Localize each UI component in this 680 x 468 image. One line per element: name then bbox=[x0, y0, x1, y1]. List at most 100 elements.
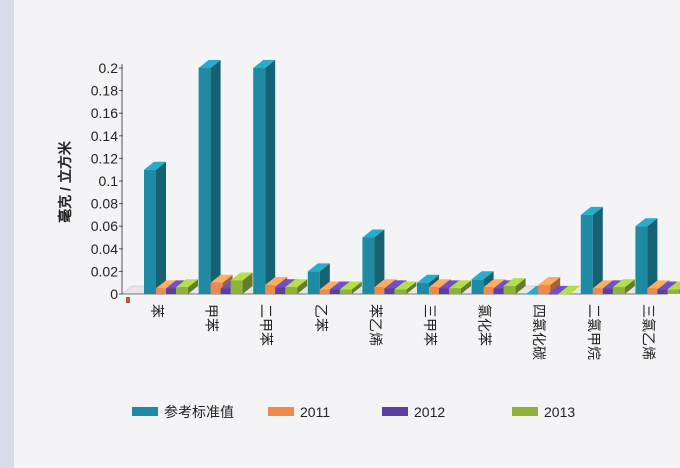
bar-top bbox=[667, 281, 680, 290]
bar bbox=[580, 206, 603, 294]
bar-top bbox=[471, 271, 494, 280]
bar-top bbox=[176, 279, 198, 288]
bar-side bbox=[461, 280, 471, 294]
y-tick-label: 0 bbox=[110, 286, 118, 302]
y-tick-label: 0.1 bbox=[99, 173, 119, 189]
x-category-label: 苯 bbox=[149, 304, 165, 318]
bar-side bbox=[550, 276, 561, 294]
bar-top bbox=[483, 279, 506, 288]
bar-top bbox=[374, 279, 397, 288]
bar-side bbox=[297, 279, 308, 294]
bar bbox=[144, 161, 166, 294]
y-tick-label: 0.04 bbox=[91, 241, 118, 257]
bar-top bbox=[592, 280, 615, 289]
bar bbox=[548, 286, 571, 295]
legend-label: 参考标准值 bbox=[164, 404, 234, 420]
bar-top bbox=[657, 281, 680, 290]
bar bbox=[230, 272, 253, 294]
legend-label: 2013 bbox=[544, 404, 575, 420]
bar-top bbox=[439, 280, 461, 289]
bar-side bbox=[624, 279, 635, 294]
x-category-label: 三氯乙烯 bbox=[640, 304, 656, 360]
page-left-strip bbox=[0, 0, 14, 468]
bar-top bbox=[265, 276, 288, 285]
x-category-label: 四氯化碳 bbox=[531, 304, 547, 360]
bar bbox=[635, 218, 658, 294]
bar-side bbox=[406, 281, 417, 294]
bar-top bbox=[329, 281, 352, 290]
bar-top bbox=[275, 279, 298, 288]
bar-front bbox=[429, 287, 441, 294]
bar-front bbox=[592, 288, 605, 294]
bar-top bbox=[253, 60, 276, 68]
y-axis: 0 0.02 0.04 0.06 0.08 0.1 0.12 0.14 0.16 0.18 0.2 bbox=[91, 60, 123, 302]
bars bbox=[121, 60, 680, 303]
x-category-label: 氯化苯 bbox=[477, 304, 493, 346]
y-tick-label: 0.12 bbox=[91, 150, 118, 166]
bar-side bbox=[647, 218, 658, 294]
legend: 参考标准值 2011 2012 2013 bbox=[132, 404, 575, 420]
y-tick-label: 0.2 bbox=[99, 60, 119, 76]
bar bbox=[503, 278, 526, 294]
bar-front bbox=[439, 288, 451, 294]
bar-side bbox=[242, 272, 253, 294]
bar-top bbox=[307, 263, 330, 272]
bar-front bbox=[449, 288, 461, 294]
bar-top bbox=[198, 60, 221, 68]
bar-front bbox=[362, 237, 375, 294]
bar-front bbox=[417, 282, 429, 294]
bar-front bbox=[602, 288, 615, 294]
bar-front bbox=[176, 287, 188, 294]
y-tick-label: 0.06 bbox=[91, 218, 118, 234]
bar-side bbox=[592, 206, 603, 294]
bar-top bbox=[210, 274, 233, 283]
legend-swatch bbox=[268, 407, 294, 416]
y-axis-label: 毫克 / 立方米 bbox=[57, 140, 73, 223]
bar-side bbox=[515, 278, 526, 294]
bar-front bbox=[526, 294, 539, 295]
bar-front bbox=[339, 289, 352, 294]
bar bbox=[176, 279, 198, 294]
x-category-label: 三甲苯 bbox=[422, 304, 438, 346]
bar-top bbox=[580, 206, 603, 215]
bar-top bbox=[558, 286, 581, 294]
bar-front bbox=[374, 287, 387, 294]
bar-front bbox=[394, 289, 407, 294]
axis-marker bbox=[126, 297, 130, 303]
bar-top bbox=[230, 272, 253, 281]
bar-side bbox=[188, 279, 198, 294]
bar-front bbox=[285, 287, 298, 294]
bar-front bbox=[210, 282, 223, 294]
y-tick-label: 0.02 bbox=[91, 263, 118, 279]
x-category-label: 甲苯 bbox=[204, 304, 220, 332]
legend-swatch bbox=[132, 407, 158, 416]
bar bbox=[558, 286, 581, 295]
bar-front bbox=[667, 289, 680, 294]
bar-front bbox=[230, 280, 243, 294]
bar-top bbox=[394, 281, 417, 290]
bar-side bbox=[265, 60, 276, 294]
bar-front bbox=[483, 287, 496, 294]
bar-side bbox=[156, 161, 166, 294]
bar-front bbox=[558, 294, 571, 295]
y-tick-label: 0.16 bbox=[91, 105, 118, 121]
bar-top bbox=[362, 229, 385, 238]
bar bbox=[362, 229, 385, 294]
bar-top bbox=[449, 280, 471, 289]
bar-front bbox=[166, 288, 178, 294]
bar bbox=[198, 60, 221, 294]
bar-top bbox=[635, 218, 658, 227]
bar-top bbox=[144, 161, 166, 170]
bar-top bbox=[156, 280, 178, 289]
bar-front bbox=[307, 271, 320, 294]
bar-front bbox=[384, 288, 397, 294]
bar bbox=[612, 279, 635, 294]
bar bbox=[285, 279, 308, 294]
y-tick-label: 0.18 bbox=[91, 83, 118, 99]
bar bbox=[538, 276, 561, 294]
bar-top bbox=[538, 276, 561, 285]
x-category-label: 二氯甲烷 bbox=[586, 304, 602, 360]
x-category-label: 苯乙烯 bbox=[367, 304, 383, 346]
bar bbox=[394, 281, 417, 294]
